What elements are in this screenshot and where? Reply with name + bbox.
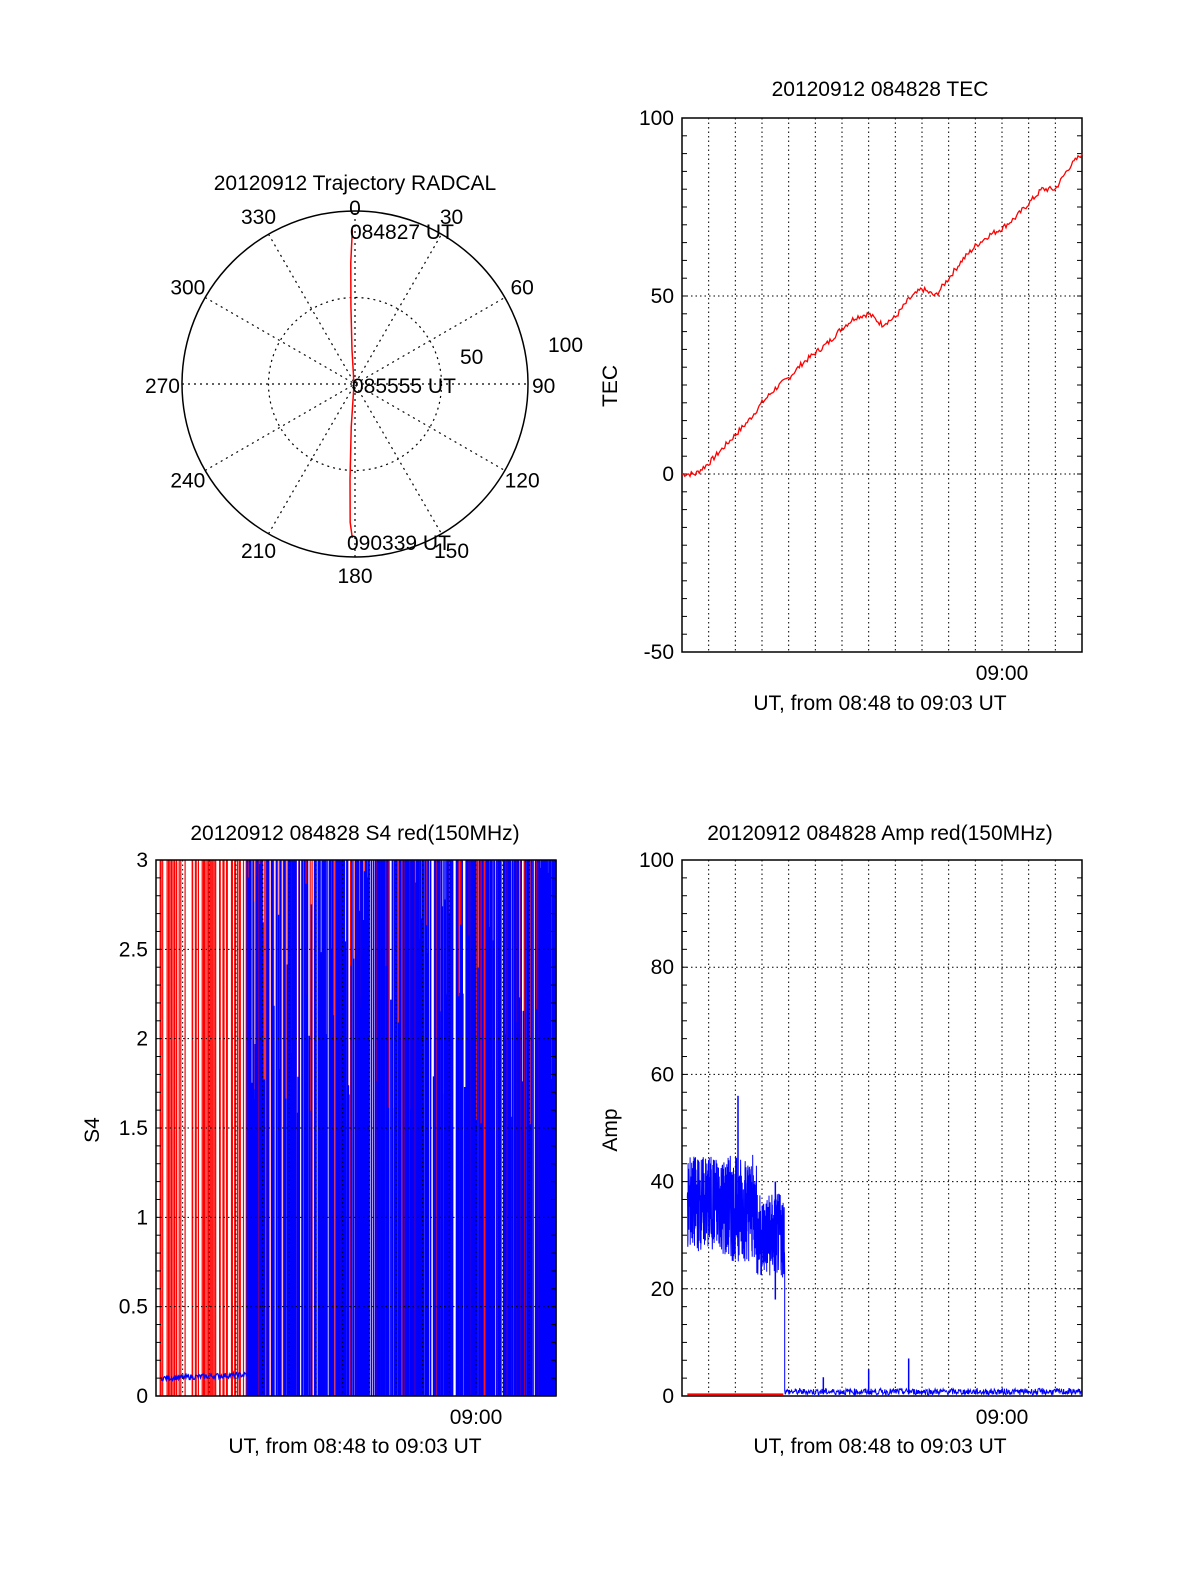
s4-ytick-label: 1.5 bbox=[119, 1117, 148, 1140]
amp-ytick-label: 0 bbox=[662, 1385, 674, 1408]
tec-xtick-label: 09:00 bbox=[976, 662, 1029, 685]
amp-xtick-label: 09:00 bbox=[976, 1406, 1029, 1429]
tec-title: 20120912 084828 TEC bbox=[772, 78, 989, 101]
polar-trajectory-line bbox=[349, 230, 355, 539]
polar-labels: 0 30 60 90 120 150 180 210 240 270 300 330 50 100 bbox=[145, 197, 583, 588]
s4-chart: 20120912 084828 S4 red(150MHz) S4 UT, fr… bbox=[81, 822, 557, 1458]
polar-grid bbox=[181, 210, 529, 558]
tec-chart: 20120912 084828 TEC TEC UT, from 08:48 t… bbox=[599, 78, 1083, 715]
amp-title: 20120912 084828 Amp red(150MHz) bbox=[707, 822, 1053, 845]
s4-ylabel: S4 bbox=[81, 1117, 104, 1143]
polar-spoke bbox=[267, 233, 443, 535]
polar-annotation-mid: 085555 UT bbox=[352, 375, 456, 398]
polar-angle-label: 90 bbox=[532, 375, 555, 398]
polar-angle-label: 240 bbox=[170, 470, 205, 493]
amp-ytick-label: 40 bbox=[651, 1171, 674, 1194]
tec-ytick-label: 50 bbox=[651, 285, 674, 308]
polar-title: 20120912 Trajectory RADCAL bbox=[214, 172, 497, 195]
s4-ytick-label: 3 bbox=[136, 849, 148, 872]
polar-spoke bbox=[267, 233, 443, 535]
polar-trajectory bbox=[349, 230, 355, 539]
polar-angle-label: 150 bbox=[434, 540, 469, 563]
amp-xlabel: UT, from 08:48 to 09:03 UT bbox=[753, 1435, 1006, 1458]
amp-axes: 0 20 40 60 80 100 09:00 bbox=[639, 849, 1083, 1429]
tec-ytick-label: 100 bbox=[639, 107, 674, 130]
amp-ytick-label: 60 bbox=[651, 1063, 674, 1086]
polar-angle-label: 30 bbox=[440, 206, 463, 229]
polar-angle-label: 120 bbox=[505, 470, 540, 493]
polar-annotation-start: 084827 UT bbox=[350, 221, 454, 244]
tec-xlabel: UT, from 08:48 to 09:03 UT bbox=[753, 692, 1006, 715]
tec-ytick-label: 0 bbox=[662, 463, 674, 486]
s4-ytick-label: 1 bbox=[136, 1206, 148, 1229]
amp-ylabel: Amp bbox=[599, 1108, 622, 1151]
amp-ytick-label: 100 bbox=[639, 849, 674, 872]
s4-xlabel: UT, from 08:48 to 09:03 UT bbox=[228, 1435, 481, 1458]
polar-angle-label: 300 bbox=[170, 277, 205, 300]
tec-ylabel: TEC bbox=[599, 365, 622, 407]
polar-angle-label: 60 bbox=[510, 277, 533, 300]
polar-radial-label: 100 bbox=[548, 334, 583, 357]
polar-spoke bbox=[204, 296, 506, 472]
s4-frame bbox=[155, 859, 557, 1397]
polar-angle-label: 330 bbox=[241, 206, 276, 229]
polar-angle-label: 180 bbox=[337, 565, 372, 588]
amp-chart: 20120912 084828 Amp red(150MHz) Amp UT, … bbox=[599, 822, 1083, 1458]
tec-axes: -50 0 50 100 09:00 bbox=[639, 107, 1083, 685]
polar-angle-label: 270 bbox=[145, 375, 180, 398]
s4-title: 20120912 084828 S4 red(150MHz) bbox=[190, 822, 519, 845]
tec-series bbox=[681, 153, 1083, 479]
amp-series bbox=[686, 1095, 1083, 1397]
s4-baseline bbox=[160, 1370, 250, 1383]
polar-angle-label: 210 bbox=[241, 540, 276, 563]
polar-angle-label: 0 bbox=[349, 197, 361, 220]
s4-xtick-label: 09:00 bbox=[450, 1406, 503, 1429]
s4-axes: 0 0.5 1 1.5 2 2.5 3 09:00 bbox=[119, 849, 557, 1429]
amp-frame bbox=[681, 859, 1083, 1397]
tec-ytick-label: -50 bbox=[644, 641, 674, 664]
s4-ytick-label: 0.5 bbox=[119, 1296, 148, 1319]
polar-annotation-end: 090339 UT bbox=[347, 532, 451, 555]
amp-ytick-label: 80 bbox=[651, 956, 674, 979]
s4-ytick-label: 2.5 bbox=[119, 938, 148, 961]
s4-ytick-label: 0 bbox=[136, 1385, 148, 1408]
polar-radial-label: 50 bbox=[460, 346, 483, 369]
s4-ytick-label: 2 bbox=[136, 1028, 148, 1051]
polar-spoke bbox=[204, 296, 506, 472]
amp-ytick-label: 20 bbox=[651, 1278, 674, 1301]
tec-frame bbox=[681, 117, 1083, 653]
amp-series-noise bbox=[686, 1154, 1083, 1397]
polar-chart: 20120912 Trajectory RADCAL 0 30 60 90 120 150… bbox=[145, 172, 583, 588]
tec-series-line bbox=[681, 153, 1083, 479]
